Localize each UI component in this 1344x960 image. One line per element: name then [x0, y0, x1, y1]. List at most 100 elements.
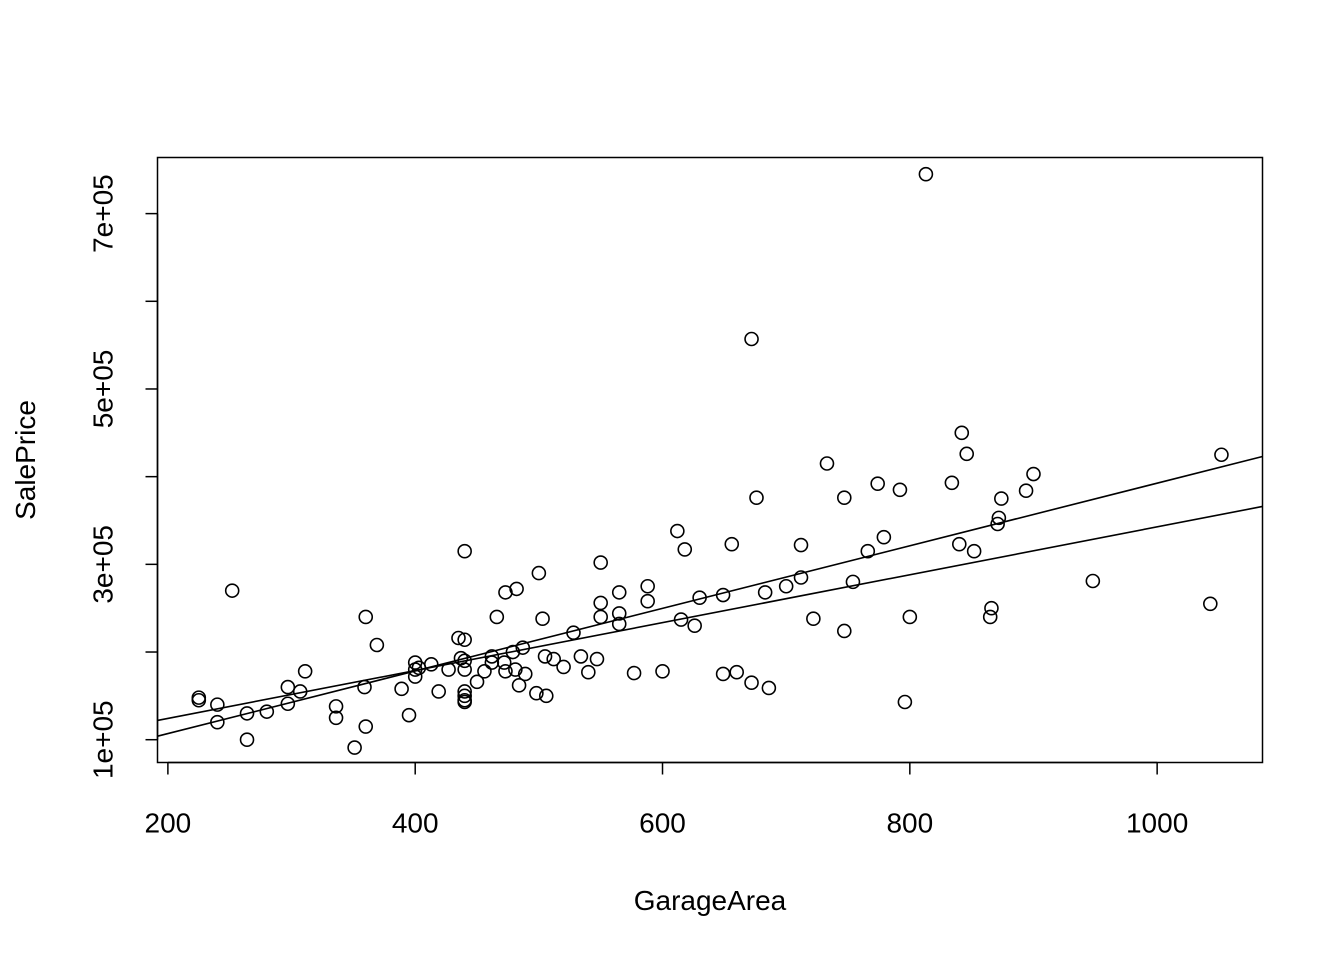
regression-line-1	[157, 455, 1263, 737]
data-point	[951, 536, 967, 552]
data-point	[640, 593, 655, 609]
data-point	[531, 565, 547, 581]
x-axis: 200 400 600 800 1000	[145, 761, 1188, 839]
data-point	[819, 456, 835, 471]
data-point	[457, 543, 472, 559]
data-point	[984, 600, 999, 616]
data-point	[729, 664, 745, 680]
data-point	[484, 649, 500, 664]
data-point	[959, 446, 975, 462]
data-point	[892, 482, 908, 498]
data-point	[954, 425, 970, 441]
data-point	[357, 679, 372, 695]
data-point	[1214, 447, 1229, 463]
data-point	[292, 684, 308, 699]
data-point	[902, 609, 918, 625]
data-point	[593, 595, 608, 611]
data-point	[477, 664, 492, 679]
data-point	[994, 491, 1009, 506]
data-point	[505, 644, 521, 660]
data-point	[1203, 596, 1218, 612]
data-point	[457, 662, 472, 677]
data-point	[626, 665, 642, 681]
x-tick-label: 400	[392, 808, 439, 839]
data-point	[489, 609, 505, 625]
data-point	[457, 653, 472, 669]
data-point	[280, 679, 296, 695]
data-point	[744, 331, 759, 347]
data-point	[692, 590, 707, 605]
data-point	[259, 704, 275, 719]
data-point	[509, 581, 524, 597]
data-point	[407, 669, 423, 684]
data-point	[369, 637, 385, 653]
data-point	[431, 684, 446, 699]
data-point	[845, 574, 861, 590]
y-tick-label: 3e+05	[88, 525, 119, 604]
data-point	[589, 651, 605, 667]
data-point	[457, 632, 472, 648]
data-point	[394, 681, 409, 697]
data-point	[778, 578, 794, 594]
data-point	[457, 694, 472, 710]
data-point	[611, 585, 627, 600]
data-point	[990, 516, 1005, 532]
y-axis-label: SalePrice	[10, 400, 41, 520]
data-point	[860, 543, 876, 559]
data-point	[677, 542, 693, 557]
data-point	[749, 490, 764, 506]
data-point	[982, 609, 998, 625]
data-point	[655, 664, 670, 679]
data-point	[457, 684, 472, 699]
data-point	[793, 570, 809, 585]
data-point	[423, 656, 439, 672]
data-point	[496, 655, 512, 670]
data-point	[401, 707, 417, 723]
data-point	[673, 612, 689, 627]
data-point	[358, 719, 374, 734]
data-point	[918, 166, 934, 182]
data-point	[239, 732, 255, 748]
data-point	[640, 578, 655, 594]
data-point	[515, 640, 531, 655]
data-point	[297, 664, 313, 679]
data-point	[611, 616, 627, 632]
data-point	[191, 692, 207, 708]
data-point	[529, 685, 544, 701]
data-point	[537, 649, 553, 664]
x-tick-label: 1000	[1126, 808, 1188, 839]
data-point	[358, 609, 374, 625]
data-point	[870, 476, 885, 491]
data-point	[556, 659, 571, 675]
y-tick-label: 5e+05	[88, 350, 119, 429]
data-point	[593, 555, 608, 570]
data-point	[757, 585, 773, 600]
data-point	[573, 649, 589, 664]
data-point	[1026, 466, 1041, 482]
data-point	[451, 630, 466, 646]
data-point	[991, 510, 1007, 526]
data-point	[224, 583, 240, 598]
data-point	[210, 714, 225, 730]
data-point	[687, 618, 702, 634]
data-point	[538, 688, 554, 704]
data-point	[511, 678, 527, 693]
y-axis: 1e+05 3e+05 5e+05 7e+05	[88, 174, 159, 779]
data-point	[715, 587, 731, 603]
data-point	[761, 680, 777, 696]
regression-lines	[157, 455, 1263, 737]
data-point	[457, 688, 472, 704]
data-point	[469, 674, 485, 690]
regression-line-2	[157, 505, 1263, 722]
data-point	[535, 611, 550, 627]
data-point	[328, 710, 344, 726]
data-point	[347, 740, 362, 755]
x-tick-label: 200	[145, 808, 192, 839]
data-point	[836, 623, 852, 639]
data-point	[508, 662, 523, 677]
x-tick-label: 800	[886, 808, 933, 839]
y-tick-label: 7e+05	[88, 174, 119, 253]
data-point	[876, 529, 892, 545]
data-point	[593, 609, 608, 625]
